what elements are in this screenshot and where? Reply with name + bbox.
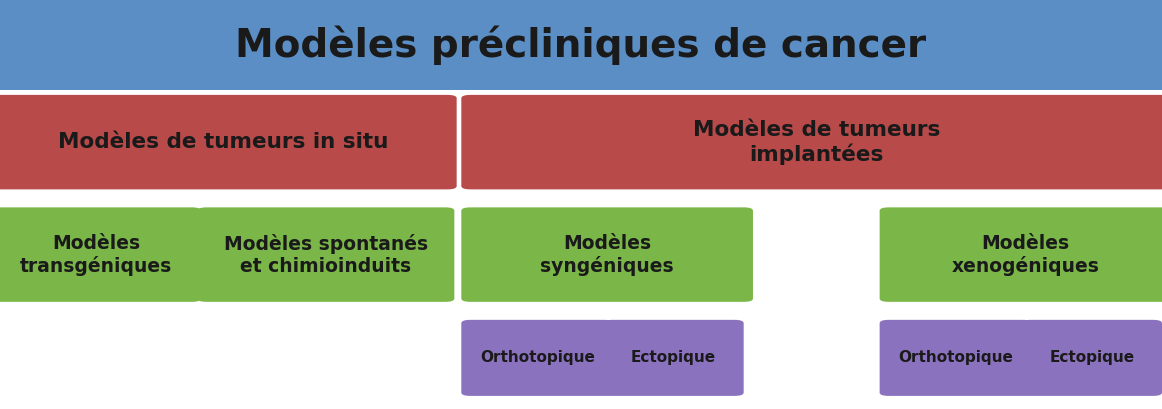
- Text: Modèles de tumeurs
implantées: Modèles de tumeurs implantées: [693, 119, 940, 165]
- FancyBboxPatch shape: [0, 0, 1162, 90]
- Text: Modèles
xenogéniques: Modèles xenogéniques: [952, 234, 1099, 276]
- Text: Ectopique: Ectopique: [631, 351, 716, 365]
- FancyBboxPatch shape: [880, 207, 1162, 302]
- FancyBboxPatch shape: [0, 95, 457, 189]
- FancyBboxPatch shape: [198, 207, 454, 302]
- Text: Modèles
transgéniques: Modèles transgéniques: [20, 234, 172, 276]
- Text: Modèles précliniques de cancer: Modèles précliniques de cancer: [236, 25, 926, 65]
- FancyBboxPatch shape: [603, 320, 744, 396]
- FancyBboxPatch shape: [461, 320, 614, 396]
- FancyBboxPatch shape: [880, 320, 1032, 396]
- FancyBboxPatch shape: [461, 207, 753, 302]
- Text: Ectopique: Ectopique: [1049, 351, 1134, 365]
- Text: Modèles de tumeurs in situ: Modèles de tumeurs in situ: [58, 132, 389, 152]
- FancyBboxPatch shape: [1021, 320, 1162, 396]
- Text: Modèles spontanés
et chimioinduits: Modèles spontanés et chimioinduits: [224, 234, 428, 276]
- Text: Orthotopique: Orthotopique: [480, 351, 595, 365]
- Text: Modèles
syngéniques: Modèles syngéniques: [540, 234, 674, 276]
- Text: Orthotopique: Orthotopique: [898, 351, 1013, 365]
- FancyBboxPatch shape: [0, 207, 201, 302]
- FancyBboxPatch shape: [461, 95, 1162, 189]
